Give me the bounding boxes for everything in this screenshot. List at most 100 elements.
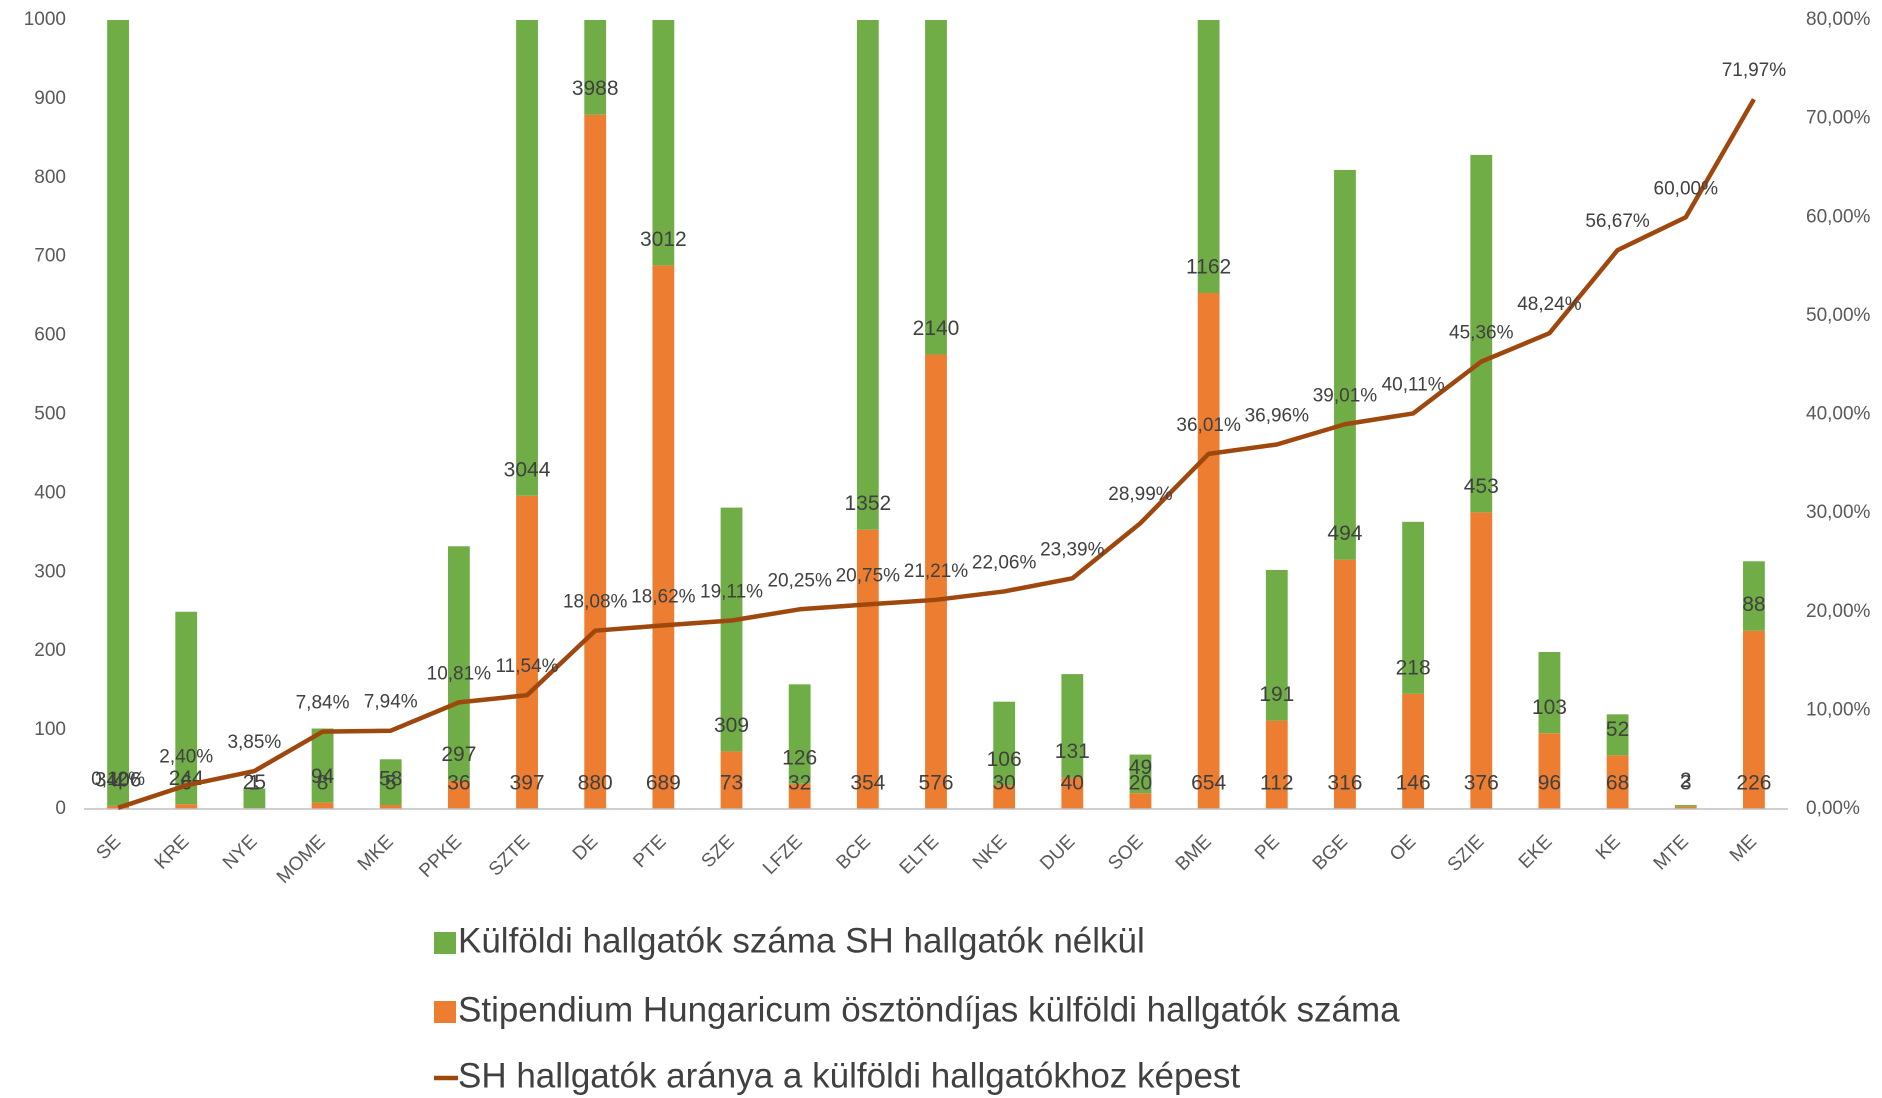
data-label: 112: [1260, 772, 1293, 795]
bar-segment: [584, 114, 607, 810]
y2-tick-label: 50,00%: [1806, 305, 1871, 326]
data-label: 689: [646, 772, 681, 795]
x-tick-label: NYE: [219, 831, 261, 873]
y2-tick-label: 0,00%: [1806, 798, 1860, 819]
bar-segment: [1265, 720, 1288, 809]
line-label: 48,24%: [1517, 294, 1582, 315]
data-label: 1: [249, 772, 261, 795]
y-tick-label: 200: [34, 640, 66, 661]
bar-segment: [1470, 154, 1493, 513]
data-label: 40: [1061, 772, 1084, 795]
bar-segment: [311, 802, 334, 809]
bar-segment: [1334, 559, 1356, 809]
x-tick-label: NKE: [969, 831, 1011, 873]
line-label: 22,06%: [972, 552, 1037, 573]
data-label: 25: [243, 771, 266, 794]
data-label: 8: [317, 772, 329, 795]
legend-swatch: [434, 932, 456, 954]
x-tick-label: ME: [1726, 831, 1761, 866]
y2-tick-label: 70,00%: [1806, 108, 1871, 129]
bar-segment: [1197, 20, 1220, 293]
bar-segment: [1129, 793, 1152, 809]
x-tick-label: MKE: [354, 831, 398, 875]
x-tick-label: KRE: [151, 831, 193, 873]
x-tick-label: MOME: [273, 831, 330, 888]
bar-segment: [652, 265, 675, 809]
data-label: 309: [714, 714, 749, 737]
line-label: 28,99%: [1108, 484, 1173, 505]
data-label: 36: [447, 772, 470, 795]
x-tick-label: OE: [1386, 831, 1420, 865]
line-label: 11,54%: [496, 656, 559, 677]
bar-segment: [652, 20, 675, 266]
data-label: 297: [441, 743, 476, 766]
data-label: 880: [578, 772, 613, 795]
bar-segment: [1674, 805, 1697, 807]
bar-segment: [1538, 651, 1561, 734]
data-label: 52: [1606, 718, 1629, 741]
data-label: 2140: [913, 317, 960, 340]
line-label: 21,21%: [904, 561, 969, 582]
bar-segment: [447, 780, 470, 809]
bar-segment: [856, 20, 879, 530]
data-label: 218: [1396, 656, 1431, 679]
data-label: 30: [992, 772, 1015, 795]
data-label: 3406: [95, 768, 142, 791]
y-tick-label: 0: [55, 798, 66, 819]
y2-tick-label: 30,00%: [1806, 502, 1871, 523]
bar-segment: [1061, 777, 1084, 809]
line-label: 7,94%: [364, 692, 418, 713]
data-label: 88: [1742, 593, 1765, 616]
line-label: 7,84%: [296, 693, 350, 714]
x-tick-label: KE: [1592, 831, 1625, 864]
bar-segment: [1470, 512, 1493, 809]
legend-label: SH hallgatók aránya a külföldi hallgatók…: [458, 1056, 1240, 1095]
bar-segment: [788, 783, 811, 809]
data-label: 397: [510, 772, 545, 795]
line-label: 60,00%: [1654, 178, 1719, 199]
y-tick-label: 600: [34, 325, 66, 346]
data-label: 3044: [504, 458, 551, 481]
bar-segment: [516, 495, 538, 809]
x-tick-label: BGE: [1309, 831, 1352, 874]
bar-segment: [107, 20, 129, 806]
bars: [107, 20, 1765, 810]
bar-segment: [1334, 169, 1356, 560]
data-label: 3: [1680, 772, 1692, 795]
y-tick-label: 400: [34, 482, 66, 503]
x-tick-label: LFZE: [759, 831, 807, 879]
y-tick-label: 900: [34, 88, 66, 109]
x-tick-label: SE: [92, 831, 125, 864]
x-tick-label: BCE: [832, 831, 874, 873]
data-label: 68: [1606, 772, 1629, 795]
line-label: 36,96%: [1245, 405, 1310, 426]
bar-segment: [1674, 806, 1697, 809]
bar-segment: [584, 20, 607, 115]
line-label: 36,01%: [1176, 415, 1241, 436]
x-tick-label: EKE: [1515, 831, 1557, 873]
bar-segment: [1402, 521, 1425, 694]
data-label: 131: [1055, 740, 1090, 763]
data-label: 4: [112, 772, 124, 795]
bar-segment: [311, 728, 334, 803]
bar-segment: [993, 701, 1016, 786]
x-tick-label: SZTE: [485, 831, 534, 880]
y2-tick-label: 10,00%: [1806, 699, 1871, 720]
bar-segment: [1265, 569, 1288, 721]
line-label: 71,97%: [1722, 60, 1787, 81]
x-tick-label: SZE: [698, 831, 739, 872]
data-label: 94: [311, 765, 335, 788]
line-label: 19,11%: [700, 582, 763, 603]
legend-label: Külföldi hallgatók száma SH hallgatók né…: [458, 921, 1145, 960]
x-tick-label: SOE: [1104, 831, 1147, 874]
x-tick-label: ELTE: [896, 831, 943, 878]
line-label: 3,85%: [227, 732, 281, 753]
line-label: 39,01%: [1313, 385, 1378, 406]
bar-segment: [1197, 292, 1220, 809]
data-label: 191: [1259, 683, 1294, 706]
bar-segment: [720, 507, 743, 752]
y2-tick-label: 60,00%: [1806, 206, 1871, 227]
data-label: 453: [1464, 475, 1499, 498]
data-label: 96: [1538, 772, 1561, 795]
y-tick-label: 800: [34, 167, 66, 188]
